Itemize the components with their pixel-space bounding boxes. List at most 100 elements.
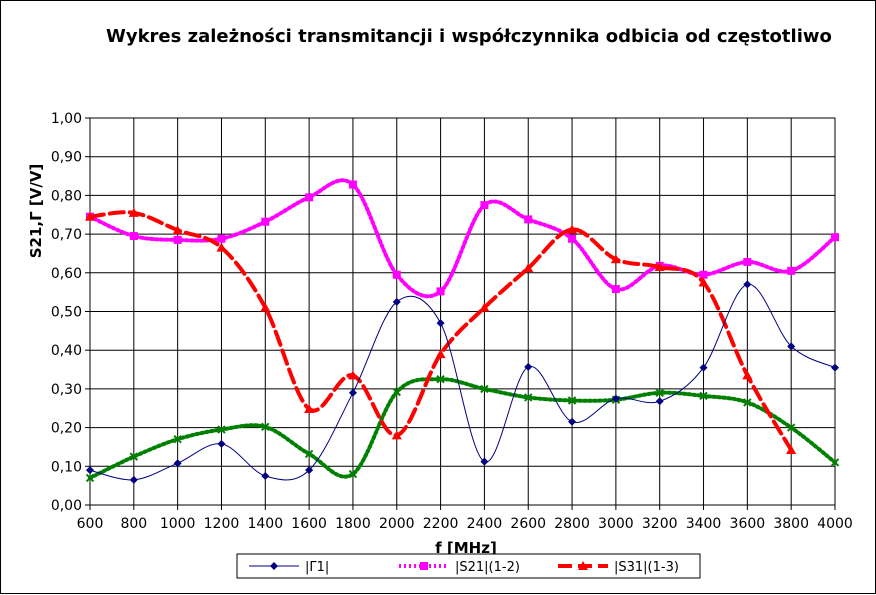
series-4 — [85, 375, 840, 483]
data-point — [392, 387, 401, 397]
data-point — [129, 475, 138, 484]
data-point — [524, 393, 533, 402]
y-axis-ticks: 0,00 0,10 0,20 0,30 0,40 0,50 0,60 0,70 0,80 0,90… — [51, 111, 90, 514]
series-2-line — [88, 178, 837, 299]
data-point — [348, 388, 357, 397]
legend-swatch-marker — [578, 561, 588, 570]
data-point — [479, 302, 490, 312]
data-point — [347, 370, 358, 380]
data-point — [173, 459, 182, 468]
chart-title: Wykres zależności transmitancji i współc… — [106, 26, 832, 47]
series-1-line — [89, 283, 836, 481]
data-point — [304, 404, 315, 414]
data-point — [173, 435, 182, 444]
data-point — [261, 471, 270, 480]
y-tick-label: 0,50 — [51, 305, 82, 321]
y-tick-label: 0,20 — [51, 421, 82, 437]
data-point — [787, 342, 796, 351]
x-tick-label: 800 — [120, 516, 147, 532]
data-point — [699, 270, 708, 279]
data-point — [524, 362, 533, 371]
data-point — [654, 261, 665, 271]
legend-swatch-marker — [420, 562, 428, 570]
series-2 — [86, 178, 839, 299]
data-point — [743, 398, 752, 407]
data-point — [480, 384, 489, 394]
x-tick-label: 3000 — [598, 516, 634, 532]
x-tick-label: 2600 — [510, 516, 546, 532]
data-point — [348, 180, 357, 189]
y-tick-label: 0,00 — [51, 498, 82, 514]
data-point — [85, 211, 95, 221]
series-4-line — [88, 377, 837, 480]
data-point — [392, 270, 401, 279]
x-tick-label: 1600 — [291, 516, 327, 532]
x-tick-label: 1400 — [247, 516, 283, 532]
series-1 — [86, 280, 839, 484]
data-point — [611, 285, 620, 294]
x-tick-label: 3600 — [730, 516, 766, 532]
data-point — [699, 391, 708, 401]
data-point — [435, 349, 446, 359]
y-tick-label: 0,10 — [51, 459, 82, 475]
data-point — [698, 277, 709, 287]
series — [85, 178, 840, 484]
data-point — [260, 302, 271, 312]
data-point — [480, 201, 489, 210]
legend-item: |Γ1| — [249, 560, 329, 575]
legend: |Γ1| |S21|(1-2) |S31|(1-3) — [236, 553, 701, 579]
legend-box — [236, 553, 701, 579]
data-point — [480, 457, 489, 466]
data-point — [217, 439, 226, 448]
data-point — [261, 217, 270, 226]
x-axis-label: f [MHz] — [435, 539, 497, 557]
data-point — [305, 193, 314, 202]
x-tick-label: 2200 — [423, 516, 459, 532]
legend-label: |S21|(1-2) — [455, 560, 520, 575]
x-tick-label: 3400 — [686, 516, 722, 532]
data-point — [786, 423, 796, 432]
data-point — [567, 396, 577, 405]
data-point — [217, 425, 226, 434]
data-point — [436, 375, 445, 384]
y-tick-label: 0,40 — [51, 343, 82, 359]
legend-label: |Γ1| — [305, 560, 329, 575]
data-point — [523, 263, 534, 273]
data-point — [348, 469, 358, 479]
x-tick-label: 1800 — [335, 516, 371, 532]
data-point — [655, 388, 664, 397]
data-point — [567, 224, 578, 234]
y-tick-label: 0,70 — [51, 227, 82, 243]
data-point — [129, 452, 139, 461]
data-point — [743, 257, 752, 266]
y-tick-label: 0,90 — [51, 150, 82, 166]
data-point — [787, 266, 796, 275]
data-point — [217, 234, 226, 243]
data-point — [392, 297, 401, 306]
data-point — [128, 207, 139, 217]
y-tick-label: 0,60 — [51, 266, 82, 282]
data-point — [216, 242, 227, 252]
data-point — [129, 232, 138, 241]
grid — [89, 117, 836, 506]
data-point — [831, 233, 839, 242]
x-tick-label: 600 — [77, 516, 104, 532]
x-axis-ticks: 600 800 1000 1200 1400 1600 1800 2000 2200 2400 26… — [77, 505, 853, 532]
legend-item: |S31|(1-3) — [558, 560, 679, 575]
data-point — [86, 466, 94, 475]
x-tick-label: 2800 — [554, 516, 590, 532]
data-point — [610, 254, 621, 264]
x-tick-label: 2400 — [467, 516, 503, 532]
x-tick-label: 3200 — [642, 516, 678, 532]
data-point — [85, 473, 95, 483]
y-tick-label: 0,80 — [51, 188, 82, 204]
data-point — [611, 394, 620, 403]
data-point — [655, 397, 664, 406]
x-tick-label: 3800 — [773, 516, 809, 532]
data-point — [742, 370, 753, 380]
legend-label: |S31|(1-3) — [614, 560, 679, 575]
y-tick-label: 0,30 — [51, 382, 82, 398]
series-3 — [85, 207, 797, 455]
data-point — [786, 445, 797, 455]
